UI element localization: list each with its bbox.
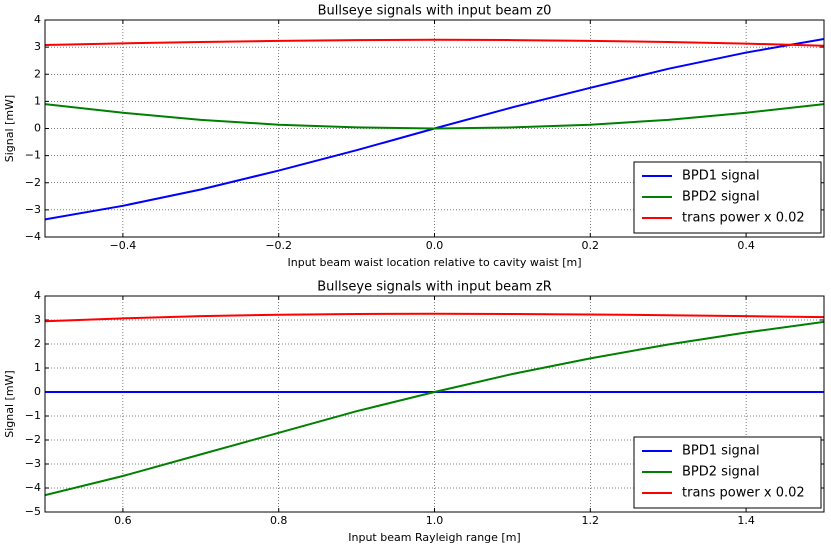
y-tick-label: 4 (34, 13, 41, 26)
y-tick-label: 0 (34, 385, 41, 398)
y-tick-label: −3 (25, 203, 41, 216)
y-tick-label: 2 (34, 67, 41, 80)
x-tick-label: 0.6 (114, 514, 132, 527)
y-tick-label: 3 (34, 40, 41, 53)
x-tick-label: −0.2 (265, 239, 292, 252)
y-tick-label: −2 (25, 176, 41, 189)
y-axis-label: Signal [mW] (3, 370, 16, 437)
x-tick-label: −0.4 (110, 239, 137, 252)
x-tick-label: 1.4 (737, 514, 755, 527)
series-line (45, 103, 824, 130)
x-tick-label: 0.0 (426, 239, 444, 252)
series-line (45, 320, 824, 497)
y-tick-label: 0 (34, 122, 41, 135)
y-axis-label: Signal [mW] (3, 95, 16, 162)
legend-label: BPD1 signal (682, 444, 760, 459)
y-tick-label: 1 (34, 361, 41, 374)
y-tick-label: −3 (25, 457, 41, 470)
series-line (45, 38, 824, 47)
x-tick-label: 1.0 (426, 514, 444, 527)
x-axis-label: Input beam Rayleigh range [m] (348, 531, 520, 544)
y-tick-label: −2 (25, 433, 41, 446)
y-tick-label: 2 (34, 337, 41, 350)
legend-label: trans power x 0.02 (682, 211, 805, 226)
x-tick-label: 0.4 (737, 239, 755, 252)
chart-title: Bullseye signals with input beam z0 (318, 4, 552, 19)
series-line (45, 312, 824, 323)
y-tick-label: 1 (34, 94, 41, 107)
x-tick-label: 0.2 (582, 239, 600, 252)
legend-label: trans power x 0.02 (682, 486, 805, 501)
y-tick-label: −4 (25, 230, 41, 243)
y-tick-label: 4 (34, 289, 41, 302)
y-tick-label: −1 (25, 149, 41, 162)
plot-frame (44, 295, 825, 513)
plot-frame (44, 19, 825, 238)
x-axis-label: Input beam waist location relative to ca… (288, 256, 582, 269)
y-tick-label: −4 (25, 481, 41, 494)
y-tick-label: −1 (25, 409, 41, 422)
legend-label: BPD2 signal (682, 465, 760, 480)
x-tick-label: 0.8 (270, 514, 288, 527)
y-tick-label: −5 (25, 505, 41, 518)
legend-label: BPD2 signal (682, 190, 760, 205)
legend-label: BPD1 signal (682, 169, 760, 184)
x-tick-label: 1.2 (582, 514, 600, 527)
y-tick-label: 3 (34, 313, 41, 326)
chart-title: Bullseye signals with input beam zR (317, 280, 552, 295)
